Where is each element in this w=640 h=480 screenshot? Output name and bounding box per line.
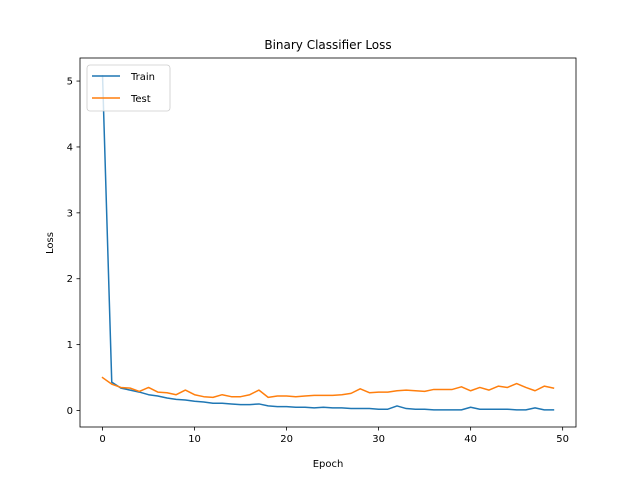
x-tick-label: 20: [280, 434, 293, 445]
plot-frame: [79, 57, 577, 428]
y-tick-label: 2: [67, 274, 73, 285]
x-axis-label: Epoch: [313, 459, 344, 470]
train-series-line: [101, 75, 555, 411]
y-tick-label: 3: [67, 208, 73, 219]
test-series-line: [101, 376, 555, 399]
chart-title: Binary Classifier Loss: [264, 38, 391, 52]
y-tick-label: 1: [67, 340, 73, 351]
x-axis: 0 10 20 30 40 50: [99, 427, 569, 445]
series-layer: [101, 75, 555, 411]
plot-area: [79, 57, 577, 428]
y-axis-label: Loss: [45, 232, 56, 254]
x-tick-label: 10: [188, 434, 201, 445]
legend-label-test: Test: [130, 94, 151, 105]
y-tick-label: 5: [67, 77, 73, 88]
y-tick-label: 0: [67, 406, 73, 417]
y-axis: 0 1 2 3 4 5: [67, 77, 80, 417]
legend-label-train: Train: [130, 72, 155, 83]
x-tick-label: 40: [464, 434, 477, 445]
y-tick-label: 4: [67, 142, 73, 153]
legend-box: [86, 64, 171, 112]
x-tick-label: 0: [99, 434, 105, 445]
x-tick-label: 30: [372, 434, 385, 445]
legend: Train Test: [86, 64, 171, 112]
x-tick-label: 50: [556, 434, 569, 445]
